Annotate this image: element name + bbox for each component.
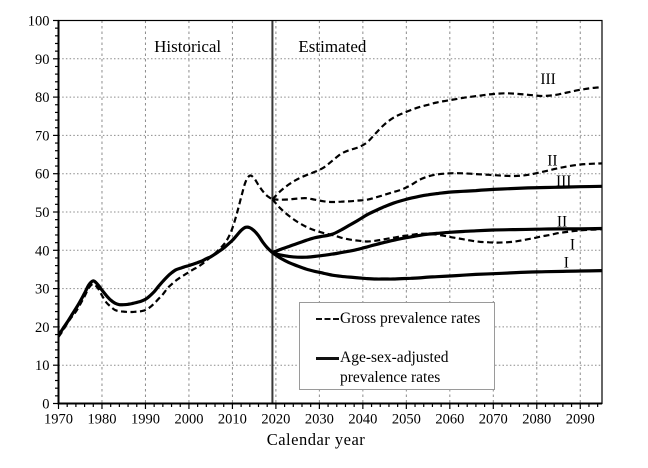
series-gross-historical [57, 174, 274, 338]
x-tick-label: 2000 [174, 412, 203, 428]
curve-label-gross-I: I [570, 237, 575, 254]
x-tick-label: 2080 [522, 412, 551, 428]
legend-label-adjusted-line1: Age-sex-adjusted [340, 349, 449, 366]
x-tick-label: 2090 [566, 412, 595, 428]
region-label-historical: Historical [154, 37, 221, 56]
curve-label-gross-II: II [547, 152, 557, 169]
x-tick-label: 2020 [261, 412, 290, 428]
x-tick-label: 2030 [305, 412, 334, 428]
y-tick-label: 70 [35, 128, 50, 144]
legend-item-adjusted: Age-sex-adjusted prevalence rates [316, 348, 448, 388]
y-tick-label: 30 [35, 282, 50, 298]
y-tick-label: 60 [35, 167, 50, 183]
curve-label-adjusted-II: II [557, 213, 567, 230]
y-tick-label: 90 [35, 52, 50, 68]
legend-item-gross: Gross prevalence rates [316, 308, 480, 330]
series-adjusted-I [271, 251, 603, 281]
y-tick-label: 20 [35, 320, 50, 336]
y-tick-label: 40 [35, 243, 50, 259]
dashed-line-swatch [316, 318, 339, 320]
x-tick-label: 2050 [392, 412, 421, 428]
series-adjusted-historical [57, 225, 274, 337]
legend-label-adjusted-line2: prevalence rates [340, 369, 441, 386]
y-tick-label: 0 [42, 397, 49, 413]
x-tick-label: 1990 [131, 412, 160, 428]
x-axis-title: Calendar year [266, 430, 366, 449]
curve-label-adjusted-III: III [556, 173, 572, 190]
x-tick-label: 2070 [479, 412, 508, 428]
y-tick-label: 10 [35, 358, 50, 374]
curve-label-gross-III: III [540, 71, 556, 88]
region-label-estimated: Estimated [298, 37, 366, 56]
series-gross-III [271, 86, 603, 201]
x-tick-label: 1980 [87, 412, 116, 428]
chart-legend: Gross prevalence rates Age-sex-adjusted … [299, 302, 495, 390]
series-gross-I [271, 198, 603, 244]
y-tick-label: 80 [35, 90, 50, 106]
x-tick-label: 2010 [218, 412, 247, 428]
x-tick-label: 1970 [44, 412, 73, 428]
curve-label-adjusted-I: I [564, 254, 569, 271]
series-gross-II [272, 162, 603, 204]
series-adjusted-II [271, 226, 603, 259]
solid-line-swatch [316, 357, 339, 360]
x-tick-label: 2040 [348, 412, 377, 428]
y-tick-label: 50 [35, 205, 50, 221]
series-adjusted-III [271, 184, 603, 255]
legend-label-adjusted: Age-sex-adjusted prevalence rates [340, 348, 448, 388]
y-tick-label: 100 [28, 14, 50, 30]
x-tick-label: 2060 [435, 412, 464, 428]
legend-label-gross: Gross prevalence rates [340, 310, 481, 327]
